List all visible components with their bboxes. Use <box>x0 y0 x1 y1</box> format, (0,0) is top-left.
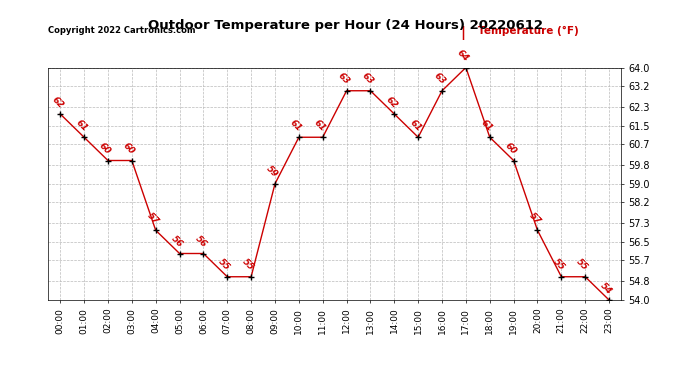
Text: 61: 61 <box>288 118 304 133</box>
Text: 56: 56 <box>169 234 184 249</box>
Text: 60: 60 <box>97 141 112 156</box>
Text: 55: 55 <box>217 257 232 273</box>
Text: Temperature (°F): Temperature (°F) <box>477 26 579 36</box>
Text: Outdoor Temperature per Hour (24 Hours) 20220612: Outdoor Temperature per Hour (24 Hours) … <box>148 19 542 32</box>
Text: 56: 56 <box>193 234 208 249</box>
Text: 61: 61 <box>480 118 495 133</box>
Text: 57: 57 <box>527 211 542 226</box>
Text: 62: 62 <box>50 94 65 110</box>
Text: 57: 57 <box>146 211 161 226</box>
Text: 63: 63 <box>360 71 375 87</box>
Text: 61: 61 <box>313 118 328 133</box>
Text: 63: 63 <box>336 71 351 87</box>
Text: 61: 61 <box>74 118 89 133</box>
Text: |: | <box>461 26 466 40</box>
Text: 59: 59 <box>264 164 280 180</box>
Text: 61: 61 <box>408 118 423 133</box>
Text: 55: 55 <box>551 257 566 273</box>
Text: 54: 54 <box>599 280 614 296</box>
Text: 55: 55 <box>241 257 256 273</box>
Text: 60: 60 <box>121 141 137 156</box>
Text: 63: 63 <box>432 71 447 87</box>
Text: 62: 62 <box>384 94 399 110</box>
Text: 60: 60 <box>503 141 518 156</box>
Text: 55: 55 <box>575 257 590 273</box>
Text: 64: 64 <box>455 48 471 63</box>
Text: Copyright 2022 Cartronics.com: Copyright 2022 Cartronics.com <box>48 26 196 34</box>
